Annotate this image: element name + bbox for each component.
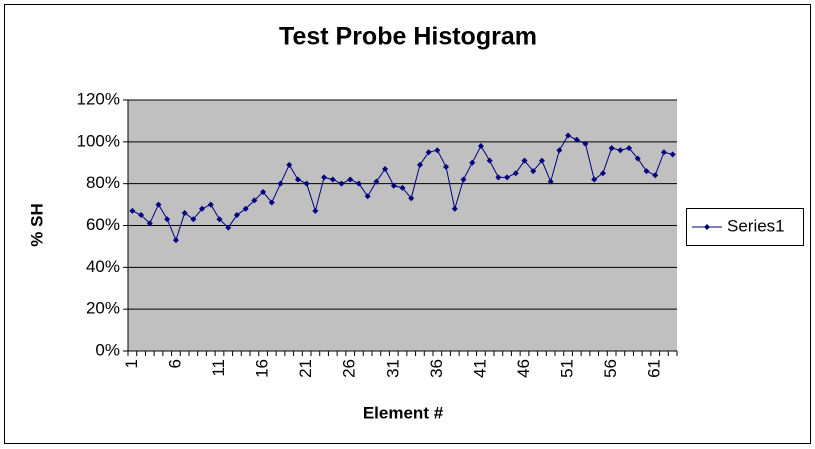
x-tick-label: 51: [558, 359, 577, 378]
data-point: [599, 170, 606, 177]
data-point: [643, 168, 650, 175]
data-point: [443, 163, 450, 170]
data-point: [164, 216, 171, 223]
data-point: [486, 157, 493, 164]
data-point: [199, 205, 206, 212]
data-point: [338, 180, 345, 187]
data-point: [634, 155, 641, 162]
x-tick-label: 41: [470, 359, 489, 378]
data-point: [582, 140, 589, 147]
data-point: [608, 145, 615, 152]
data-point: [294, 176, 301, 183]
data-point: [495, 174, 502, 181]
data-point: [251, 197, 258, 204]
data-point: [538, 157, 545, 164]
data-point: [504, 174, 511, 181]
x-tick-label: 16: [253, 359, 272, 378]
x-axis-title: Element #: [363, 403, 444, 422]
data-point: [155, 201, 162, 208]
data-point: [312, 207, 319, 214]
data-point: [364, 193, 371, 200]
y-tick-label: 40%: [86, 257, 120, 276]
data-point: [556, 147, 563, 154]
data-point: [652, 172, 659, 179]
data-point: [382, 166, 389, 173]
data-point: [390, 182, 397, 189]
data-point: [277, 180, 284, 187]
y-tick-label: 20%: [86, 299, 120, 318]
data-point: [565, 132, 572, 139]
data-point: [207, 201, 214, 208]
data-point: [373, 178, 380, 185]
x-tick-label: 56: [601, 359, 620, 378]
data-point: [216, 216, 223, 223]
data-point: [521, 157, 528, 164]
data-point: [355, 180, 362, 187]
y-tick-label: 120%: [77, 89, 120, 108]
data-point: [591, 176, 598, 183]
data-point: [242, 205, 249, 212]
data-point: [416, 161, 423, 168]
data-point: [190, 216, 197, 223]
data-point: [321, 174, 328, 181]
data-point: [260, 189, 267, 196]
data-point: [233, 212, 240, 219]
data-point: [399, 184, 406, 191]
legend-label: Series1: [727, 216, 785, 235]
x-tick-label: 1: [122, 359, 141, 368]
y-axis-title: % SH: [27, 203, 46, 246]
data-point: [268, 199, 275, 206]
data-point: [329, 176, 336, 183]
data-point: [547, 178, 554, 185]
data-point: [225, 224, 232, 231]
data-point: [573, 136, 580, 143]
data-point: [626, 145, 633, 152]
x-tick-label: 6: [165, 359, 184, 368]
y-tick-label: 100%: [77, 131, 120, 150]
data-point: [129, 207, 136, 214]
y-tick-label: 0%: [95, 340, 120, 359]
x-tick-label: 31: [383, 359, 402, 378]
data-point: [530, 168, 537, 175]
data-point: [460, 176, 467, 183]
data-point: [477, 143, 484, 150]
data-point: [617, 147, 624, 154]
data-point: [303, 180, 310, 187]
y-tick-label: 80%: [86, 173, 120, 192]
x-tick-label: 26: [340, 359, 359, 378]
data-point: [512, 170, 519, 177]
data-point: [434, 147, 441, 154]
data-point: [669, 151, 676, 158]
data-point: [660, 149, 667, 156]
data-point: [146, 220, 153, 227]
x-tick-label: 36: [427, 359, 446, 378]
data-point: [347, 176, 354, 183]
data-point: [469, 159, 476, 166]
data-point: [172, 237, 179, 244]
data-point: [408, 195, 415, 202]
data-point: [425, 149, 432, 156]
data-point: [286, 161, 293, 168]
data-point: [181, 209, 188, 216]
x-tick-label: 61: [645, 359, 664, 378]
y-tick-label: 60%: [86, 215, 120, 234]
legend-marker: [704, 224, 710, 230]
data-point: [138, 212, 145, 219]
chart-title: Test Probe Histogram: [279, 23, 537, 51]
x-tick-label: 11: [209, 359, 228, 377]
x-tick-label: 46: [514, 359, 533, 378]
x-tick-label: 21: [296, 359, 315, 378]
data-point: [451, 205, 458, 212]
